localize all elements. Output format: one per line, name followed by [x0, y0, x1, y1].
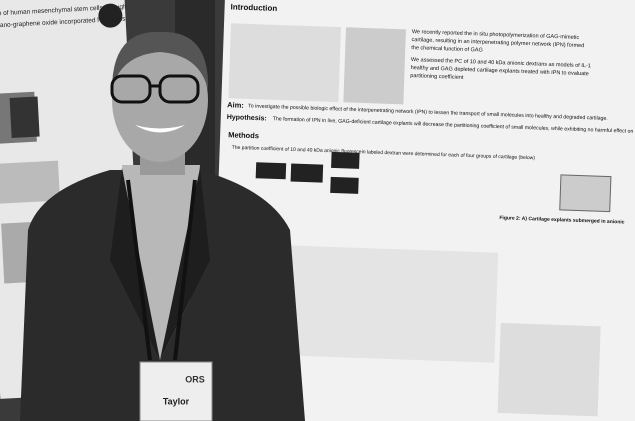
- diagram-box: [255, 162, 287, 180]
- aim-label: Aim:: [227, 100, 244, 110]
- badge-name: Taylor: [163, 396, 190, 406]
- figure: [284, 245, 499, 363]
- diagram-box: [290, 163, 324, 183]
- figure: [343, 27, 406, 105]
- smile: [135, 125, 185, 133]
- bullet-text: We recently reported the in situ photopo…: [412, 29, 580, 41]
- section-heading: Methods: [228, 130, 259, 140]
- bullet-text: the chemical function of GAG: [411, 45, 483, 53]
- lapel: [110, 168, 210, 360]
- figure: [497, 322, 601, 417]
- figure-caption: Figure 2: A) Cartilage explants submerge…: [499, 215, 624, 225]
- diagram-box: [331, 151, 360, 169]
- glasses: [110, 74, 200, 104]
- lanyard: [126, 179, 197, 361]
- diagram-box: [330, 176, 359, 194]
- badge-logo: ORS: [185, 374, 205, 384]
- face: [112, 38, 208, 162]
- hair: [112, 31, 209, 90]
- section-heading: Introduction: [230, 2, 277, 13]
- person: ORS Taylor: [20, 31, 305, 421]
- name-badge: [139, 361, 213, 421]
- hypothesis-label: Hypothesis:: [227, 114, 267, 122]
- figure: [228, 23, 341, 103]
- bullet-text: partitioning coefficient: [410, 73, 464, 81]
- well-plate: [559, 174, 612, 213]
- logo: [98, 3, 123, 28]
- right-poster: Introduction We recently reported the in…: [210, 0, 635, 421]
- figure: [9, 96, 40, 138]
- figure: [0, 160, 61, 204]
